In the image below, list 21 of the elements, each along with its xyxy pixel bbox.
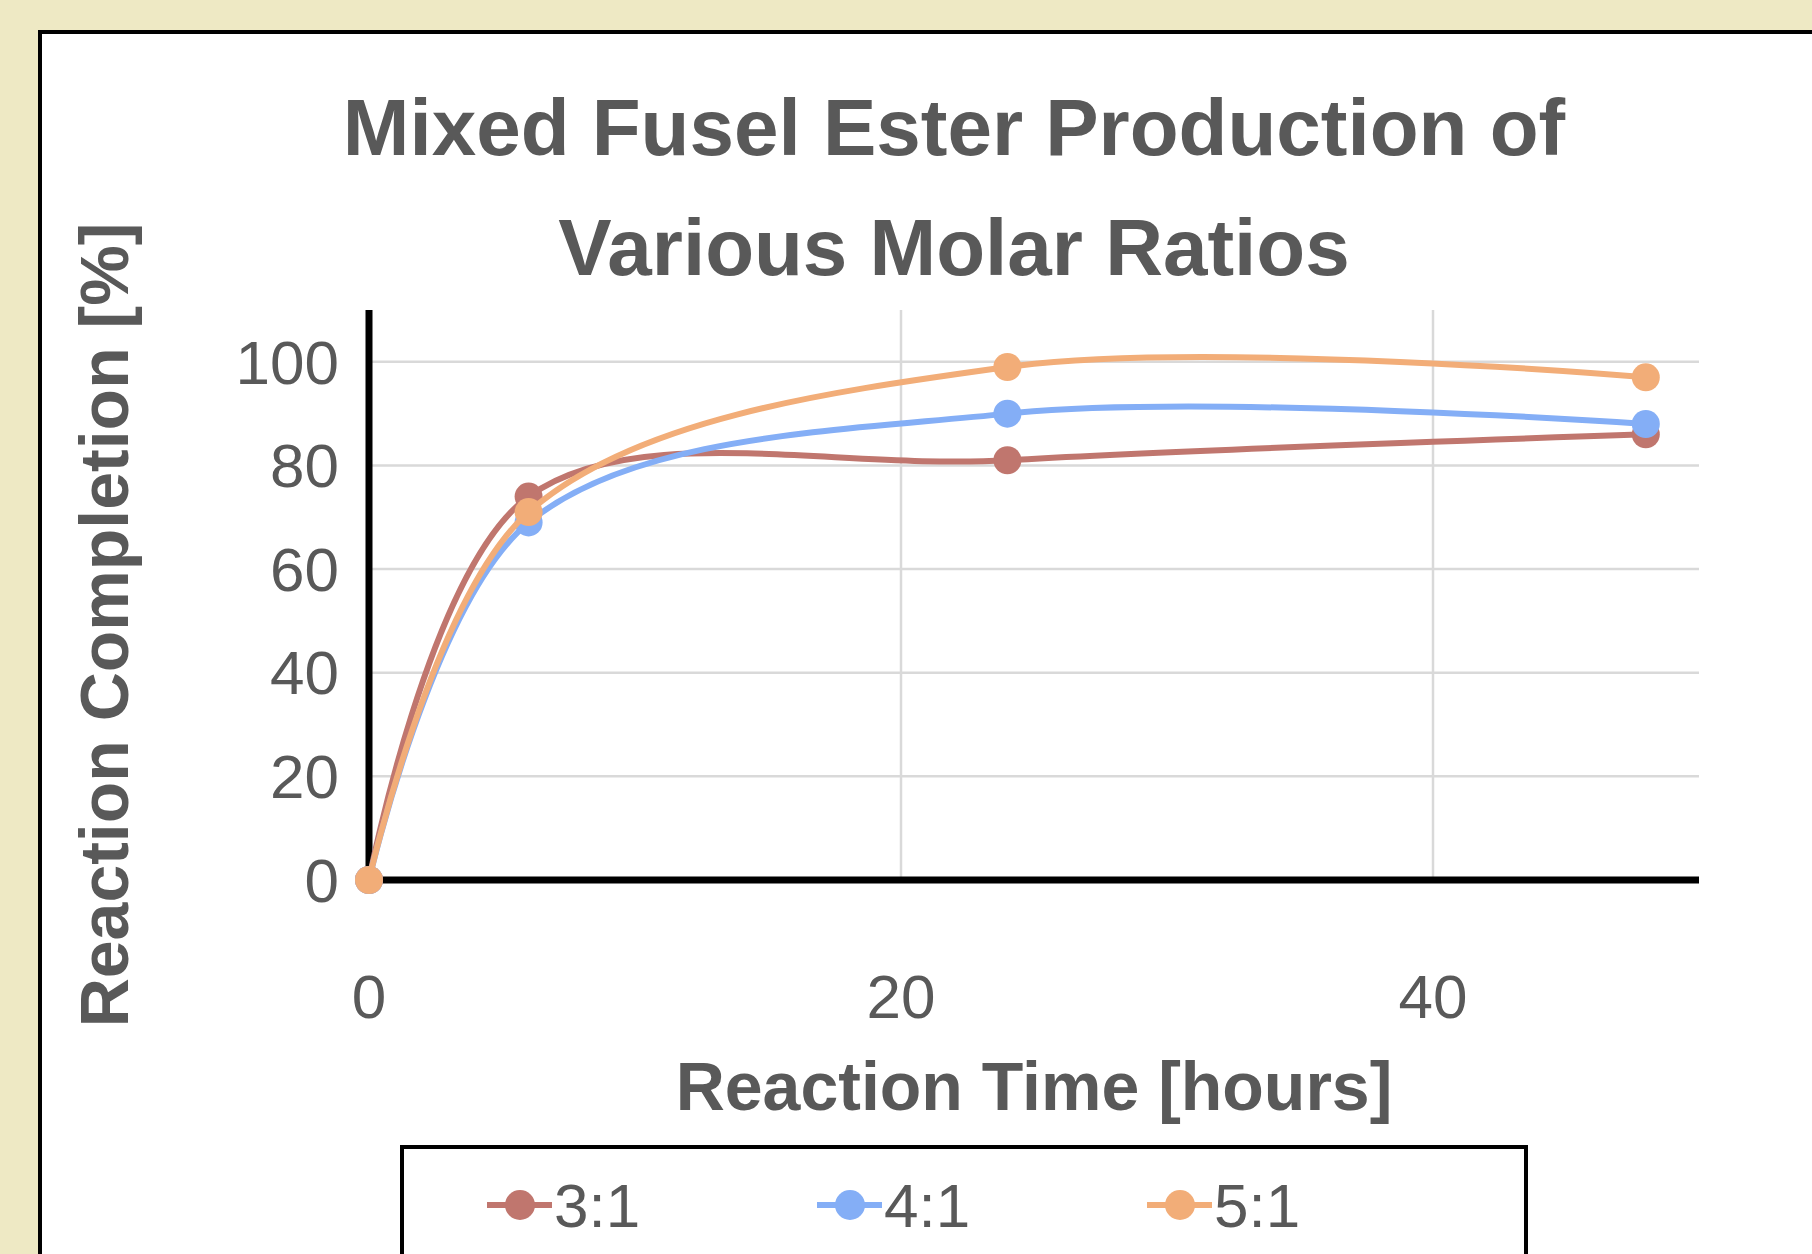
x-tick-label: 20 [866, 962, 936, 1031]
legend-label: 5:1 [1214, 1170, 1301, 1240]
y-tick-label: 100 [235, 327, 339, 397]
legend-label: 4:1 [884, 1170, 971, 1240]
point [993, 353, 1022, 381]
point [1631, 363, 1660, 392]
point [993, 399, 1022, 428]
legend-label: 3:1 [554, 1170, 641, 1240]
y-tick-label: 80 [270, 431, 339, 501]
point [1631, 410, 1660, 438]
x-tick-label: 0 [351, 962, 387, 1031]
point [514, 498, 543, 527]
point [993, 446, 1022, 475]
y-tick-label: 0 [304, 845, 339, 915]
y-tick-label: 20 [270, 742, 339, 812]
x-axis-title: Reaction Time [hours] [675, 1048, 1393, 1124]
chart-title: Mixed Fusel Ester Production of Various Molar Ratios [342, 83, 1566, 292]
x-tick-label: 40 [1398, 962, 1468, 1031]
y-tick-label: 60 [270, 534, 339, 604]
y-tick-label: 40 [270, 638, 339, 708]
y-axis-title: Reaction Completion [%] [66, 222, 142, 1028]
